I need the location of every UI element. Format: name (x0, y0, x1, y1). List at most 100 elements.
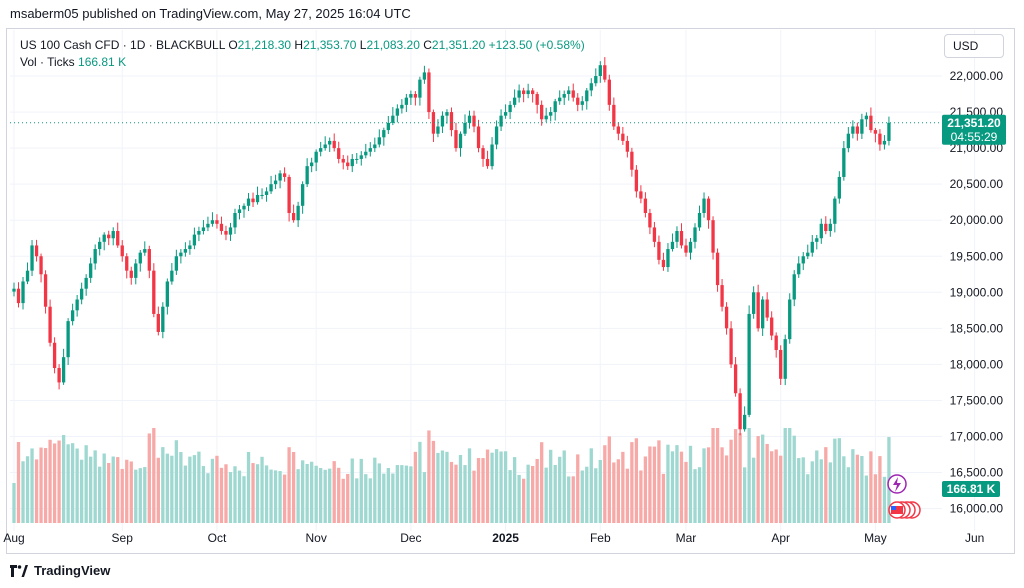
candle-body (125, 256, 129, 271)
candle-body (616, 126, 620, 134)
volume-bar (440, 450, 445, 523)
volume-bar (530, 465, 535, 523)
candle-body (481, 148, 485, 159)
candle-body (679, 231, 684, 246)
volume-bar (422, 472, 427, 523)
candle-body (779, 349, 783, 379)
candle-body (170, 270, 174, 282)
candle-body (576, 97, 580, 105)
volume-bar (34, 459, 39, 523)
candle-body (490, 144, 494, 167)
candle-body (156, 313, 160, 332)
candle-body (747, 313, 751, 415)
volume-bar (598, 460, 602, 523)
candle-body (355, 158, 359, 160)
volume-bar (449, 461, 454, 523)
volume-badge (942, 481, 1000, 497)
volume-bar (544, 467, 548, 523)
volume-bar (201, 466, 206, 523)
candle-body (530, 90, 535, 95)
candle-body (116, 231, 120, 246)
volume-bar (648, 446, 652, 523)
volume-bar (332, 461, 336, 523)
volume-bar (851, 449, 855, 523)
volume-bar (319, 468, 323, 523)
volume-bar (801, 457, 805, 523)
candle-body (873, 130, 878, 134)
volume-bar (282, 474, 287, 523)
candle-body (93, 249, 97, 264)
candle-body (882, 140, 887, 145)
candle-body (788, 299, 792, 340)
volume-bar (134, 469, 138, 523)
candle-body (594, 76, 598, 84)
volume-bar (269, 469, 273, 523)
volume-bar (612, 462, 616, 523)
y-axis-tick-label: 17,000.00 (950, 429, 1004, 443)
volume-bar (66, 444, 70, 523)
candle-body (463, 122, 467, 134)
volume-bar (215, 455, 219, 523)
volume-bar (57, 440, 61, 523)
legend-open-label: O (228, 38, 238, 52)
volume-bar (409, 466, 413, 523)
volume-bar (84, 445, 88, 523)
volume-bar (765, 443, 769, 523)
legend-high-label: H (294, 38, 304, 52)
volume-bar (296, 469, 300, 523)
volume-bar (192, 455, 197, 523)
candle-body (887, 122, 891, 141)
volume-bar (630, 442, 634, 523)
x-axis-tick-label: Dec (400, 531, 421, 545)
legend-symbol[interactable]: US 100 Cash CFD · 1D · BLACKBULL (20, 38, 225, 52)
volume-bar (621, 451, 625, 523)
candle-body (720, 285, 724, 307)
volume-bar (508, 470, 512, 523)
volume-bar (738, 433, 742, 523)
volume-bar (368, 478, 372, 523)
x-axis-tick-label: Mar (676, 531, 697, 545)
candle-body (233, 213, 237, 228)
volume-bar (819, 459, 823, 523)
candle-body (314, 151, 318, 163)
volume-bar (873, 474, 878, 523)
legend-close-label: C (423, 38, 432, 52)
candle-body (819, 223, 823, 239)
candle-body (400, 104, 404, 109)
footer-brand[interactable]: TradingView (10, 563, 110, 578)
volume-bar (481, 458, 485, 523)
volume-bar (138, 468, 142, 523)
volume-bar (657, 440, 661, 523)
legend-volume-label[interactable]: Vol · Ticks (20, 55, 75, 69)
candle-body (70, 310, 75, 322)
candle-body (215, 220, 219, 224)
candle-body (580, 101, 584, 105)
candle-body (815, 238, 819, 242)
candle-body (639, 191, 643, 199)
volume-bar (125, 459, 129, 523)
candle-body (84, 277, 88, 289)
chart-frame[interactable] (6, 28, 1015, 554)
candle-body (567, 90, 571, 95)
candle-body (237, 209, 242, 213)
candle-body (147, 249, 151, 271)
volume-bar (576, 454, 580, 523)
x-axis-tick-label: Oct (208, 531, 227, 545)
volume-bar (183, 465, 188, 523)
candle-body (625, 140, 630, 152)
volume-bar (228, 472, 233, 523)
candle-body (742, 414, 747, 430)
bar-countdown: 04:55:29 (951, 130, 998, 144)
candle-body (526, 90, 530, 95)
candle-body (134, 263, 138, 278)
candle-body (201, 227, 206, 232)
candle-body (661, 259, 666, 268)
candle-body (521, 90, 526, 95)
volume-bar (156, 457, 160, 523)
volume-bar (255, 464, 260, 523)
volume-bar (350, 458, 354, 523)
legend-low-value: 21,083.20 (366, 38, 420, 52)
volume-bar (535, 458, 539, 523)
currency-button[interactable]: USD (944, 34, 1004, 58)
